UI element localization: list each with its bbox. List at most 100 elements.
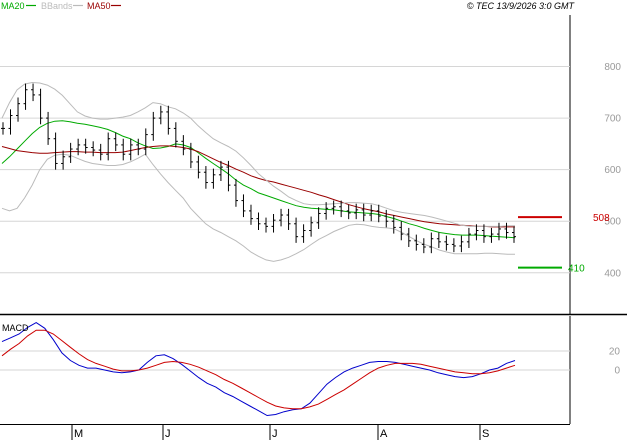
x-axis-month-label: A: [380, 428, 388, 440]
price-bar: [46, 111, 51, 145]
price-bar: [361, 203, 366, 222]
price-bar: [354, 203, 359, 220]
level-resistance-label: 508: [593, 213, 610, 224]
macd-series-signal: [1, 329, 516, 410]
series-bbands-lower: [1, 153, 515, 262]
price-bar: [166, 105, 171, 135]
price-bar: [83, 138, 88, 154]
price-levels: 508 410: [518, 213, 610, 275]
price-bar: [23, 83, 28, 110]
price-bar: [98, 143, 103, 161]
price-bar: [429, 232, 434, 254]
price-bar: [173, 122, 178, 148]
price-bar: [474, 224, 479, 241]
price-bar: [451, 238, 456, 253]
copyright-timestamp: © TEC 13/9/2026 3:0 GMT: [467, 1, 576, 11]
price-bar: [38, 88, 43, 125]
price-bar: [106, 132, 111, 161]
price-bar: [158, 105, 163, 125]
price-bar: [53, 132, 58, 170]
legend: MA20 BBands MA50: [1, 1, 121, 11]
price-bar: [121, 138, 126, 161]
macd-series-group: [1, 322, 516, 417]
price-bar: [181, 135, 186, 156]
price-bar: [233, 178, 238, 207]
legend-bbands-label: BBands: [41, 1, 73, 11]
price-bar: [31, 83, 36, 102]
price-bar: [61, 150, 66, 170]
price-bar: [113, 132, 118, 152]
price-bar: [316, 207, 321, 229]
price-bar: [414, 234, 419, 251]
macd-y-tick-label: 20: [609, 347, 621, 358]
price-bar: [151, 111, 156, 141]
x-axis-month-label: J: [272, 428, 278, 440]
price-bar: [76, 138, 81, 156]
price-bar: [504, 222, 509, 239]
price-bar: [399, 221, 404, 241]
price-bar: [459, 235, 464, 253]
price-bar: [211, 168, 216, 189]
price-bar: [16, 97, 21, 122]
series-ma50: [1, 145, 515, 228]
price-bar: [436, 232, 441, 249]
price-bar: [512, 226, 516, 243]
price-bar: [324, 202, 329, 220]
price-bar: [196, 155, 201, 179]
price-bar: [256, 212, 261, 230]
price-bar: [421, 238, 426, 254]
price-bar: [136, 138, 141, 156]
price-bar: [218, 160, 223, 181]
x-axis-month-label: J: [165, 428, 171, 440]
price-bar: [339, 200, 344, 218]
price-bar: [391, 215, 396, 234]
series-ma20: [1, 120, 516, 239]
price-panel-background: [0, 15, 570, 314]
price-y-tick-label: 400: [604, 268, 621, 279]
x-axis-month-label: M: [74, 428, 83, 440]
price-bar: [301, 224, 306, 243]
price-bar: [8, 109, 13, 135]
price-bar: [128, 138, 133, 161]
price-bar: [406, 227, 411, 247]
price-bar: [369, 204, 374, 222]
price-bar: [279, 208, 284, 227]
price-bar: [346, 204, 351, 220]
price-bar: [226, 160, 231, 192]
legend-ma20-label: MA20: [1, 1, 25, 11]
price-bar: [264, 217, 269, 233]
price-bar: [309, 216, 314, 237]
price-bar: [248, 204, 253, 225]
price-series-group: [1, 81, 516, 262]
price-bar: [1, 122, 5, 135]
price-bar: [188, 142, 193, 169]
price-bar: [143, 128, 148, 156]
price-bar: [286, 208, 291, 230]
price-ohlc-bars: [1, 83, 516, 254]
price-bar: [241, 194, 246, 218]
macd-series-macd: [1, 322, 516, 417]
macd-gridlines: 20 0: [0, 347, 620, 377]
price-bar: [489, 227, 494, 243]
price-y-tick-label: 800: [604, 62, 621, 73]
price-bar: [68, 142, 73, 163]
x-axis-month-label: S: [482, 428, 489, 440]
series-bbands-upper: [1, 81, 515, 227]
macd-y-tick-label: 0: [614, 366, 620, 377]
price-bar: [203, 166, 208, 189]
legend-ma50-label: MA50: [87, 1, 111, 11]
price-bar: [271, 213, 276, 233]
price-bar: [376, 204, 381, 223]
price-y-tick-label: 500: [604, 217, 621, 228]
price-bar: [444, 235, 449, 251]
price-bar: [294, 217, 299, 243]
price-bar: [481, 224, 486, 243]
price-bar: [466, 227, 471, 249]
price-y-tick-label: 600: [604, 165, 621, 176]
price-y-tick-label: 700: [604, 114, 621, 125]
price-bar: [331, 200, 336, 215]
price-bar: [91, 141, 96, 157]
price-bar: [384, 209, 389, 228]
